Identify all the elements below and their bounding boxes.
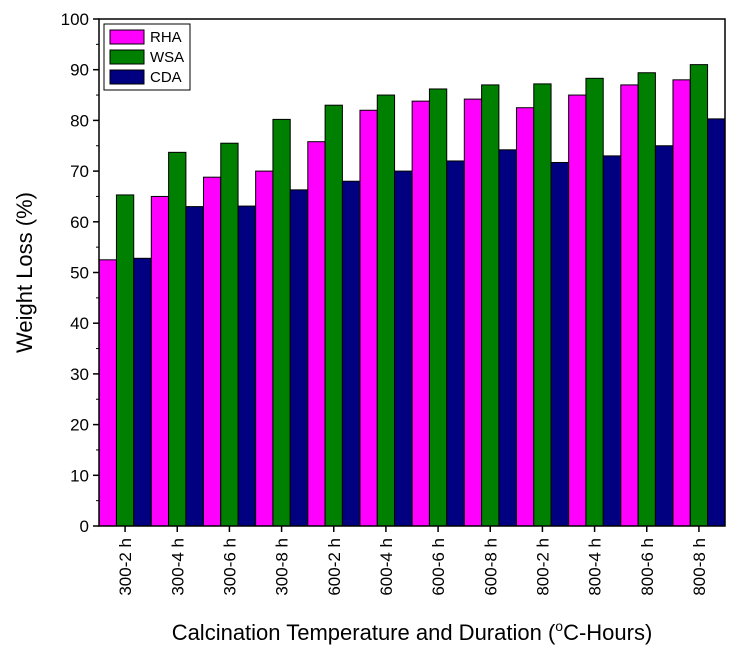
bar-rha-600-2h: [307, 141, 326, 527]
x-tick-label: 800-8 h: [690, 538, 709, 596]
y-tick-label: 50: [70, 264, 89, 283]
bar-wsa-800-8h: [689, 64, 709, 527]
bar-wsa-800-6h: [637, 72, 656, 527]
y-tick-label: 100: [61, 10, 89, 29]
x-tick-label: 800-4 h: [586, 538, 605, 596]
bar-cda-600-2h: [341, 180, 361, 527]
y-axis-title: Weight Loss (%): [12, 192, 37, 353]
bar-rha-300-4h: [150, 195, 170, 527]
bars: [98, 64, 726, 527]
bar-rha-300-8h: [255, 170, 274, 527]
x-tick-label: 600-6 h: [429, 538, 448, 596]
plot-frame: [98, 18, 726, 527]
x-tick-label: 600-2 h: [325, 538, 344, 596]
x-tick-label: 600-8 h: [481, 538, 500, 596]
bar-rha-300-6h: [202, 176, 222, 527]
bar-rha-600-8h: [463, 98, 483, 527]
bar-rha-800-2h: [515, 107, 535, 527]
legend-swatch-wsa: [109, 49, 145, 65]
bar-rha-600-4h: [359, 109, 378, 527]
bar-rha-800-8h: [672, 79, 691, 527]
y-tick-label: 0: [80, 517, 89, 536]
bar-cda-300-6h: [237, 205, 256, 527]
bar-wsa-300-8h: [272, 118, 291, 527]
legend-label-rha: RHA: [150, 29, 182, 46]
bar-wsa-300-4h: [168, 151, 187, 527]
bar-cda-600-4h: [394, 170, 413, 527]
x-tick-label: 600-4 h: [377, 538, 396, 596]
x-tick-label: 300-8 h: [273, 538, 292, 596]
bar-wsa-600-8h: [481, 84, 500, 527]
bar-cda-300-8h: [289, 189, 309, 527]
legend-swatch-cda: [109, 69, 145, 85]
bar-cda-800-8h: [707, 118, 726, 527]
bar-wsa-600-6h: [428, 88, 448, 527]
bar-cda-800-2h: [550, 161, 569, 527]
bar-cda-600-8h: [498, 149, 517, 527]
x-tick-label: 800-2 h: [533, 538, 552, 596]
bar-rha-300-2h: [98, 259, 117, 527]
bar-rha-800-4h: [568, 94, 587, 527]
legend-swatch-rha: [109, 29, 145, 45]
y-tick-label: 30: [70, 365, 89, 384]
y-tick-label: 70: [70, 162, 89, 181]
legend-label-cda: CDA: [150, 69, 182, 86]
x-tick-label: 300-2 h: [116, 538, 135, 596]
bar-cda-800-6h: [654, 145, 674, 527]
legend: RHA WSA CDA: [103, 23, 191, 91]
bar-rha-800-6h: [620, 84, 639, 527]
y-tick-label: 40: [70, 314, 89, 333]
x-axis-title-sup: o: [555, 618, 563, 634]
x-axis-title-end: C-Hours): [563, 620, 652, 645]
x-axis-ticks: 300-2 h 300-4 h 300-6 h 300-8 h 600-2 h 600-4…: [116, 526, 709, 596]
bar-wsa-600-4h: [376, 94, 396, 527]
bar-cda-300-4h: [185, 206, 204, 527]
x-tick-label: 300-6 h: [220, 538, 239, 596]
x-axis-title-main: Calcination Temperature and Duration (: [172, 620, 556, 645]
x-tick-label: 300-4 h: [168, 538, 187, 596]
bar-wsa-800-4h: [585, 77, 604, 527]
y-tick-label: 10: [70, 466, 89, 485]
y-axis-ticks: 0 10 20 30 40 50 60 70 80 90 100: [61, 10, 99, 536]
bar-wsa-800-2h: [533, 83, 552, 527]
y-tick-label: 80: [70, 111, 89, 130]
y-tick-label: 90: [70, 61, 89, 80]
bar-cda-300-2h: [133, 257, 152, 527]
x-axis-title: Calcination Temperature and Duration (oC…: [172, 618, 653, 645]
x-tick-label: 800-6 h: [638, 538, 657, 596]
y-tick-label: 20: [70, 416, 89, 435]
bar-rha-600-6h: [411, 100, 430, 527]
y-tick-label: 60: [70, 213, 89, 232]
bar-cda-600-6h: [446, 160, 465, 527]
bar-cda-800-4h: [602, 155, 622, 527]
legend-label-wsa: WSA: [150, 49, 184, 66]
bar-wsa-300-6h: [220, 142, 239, 527]
bar-wsa-300-2h: [115, 194, 135, 527]
bar-wsa-600-2h: [324, 104, 343, 527]
